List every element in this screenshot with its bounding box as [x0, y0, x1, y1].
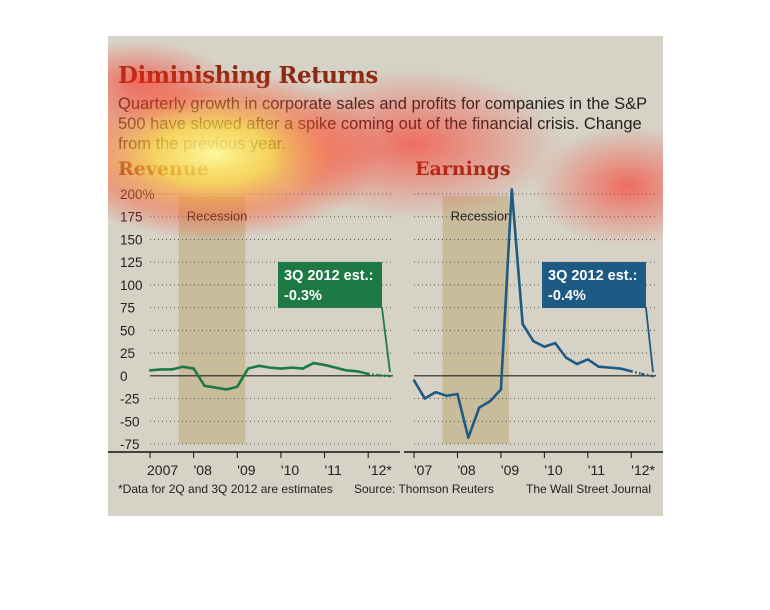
data-point [290, 366, 294, 369]
y-tick-label: 150 [120, 232, 143, 247]
y-tick-label: 200% [120, 187, 155, 202]
data-point [366, 372, 370, 376]
annotation-box [542, 262, 646, 308]
data-point [521, 322, 524, 326]
data-point [225, 388, 228, 391]
x-tick-label: '10 [544, 462, 562, 478]
footnote: *Data for 2Q and 3Q 2012 are estimates [118, 482, 333, 496]
annotation-pointer [381, 307, 391, 373]
data-point [257, 364, 261, 368]
y-tick-label: 125 [120, 255, 143, 270]
x-tick-label: '10 [281, 462, 299, 478]
data-point [564, 356, 568, 359]
data-point [575, 362, 579, 366]
recession-band [178, 196, 246, 444]
data-point [159, 368, 163, 371]
y-tick-label: 0 [120, 369, 128, 384]
x-tick-label: '09 [501, 462, 519, 478]
data-point [554, 341, 557, 345]
data-point [456, 392, 459, 396]
x-tick-label: '07 [414, 462, 432, 478]
data-point [268, 366, 272, 369]
data-point [388, 374, 392, 378]
data-point [586, 358, 590, 361]
y-tick-label: 100 [120, 278, 143, 293]
data-point [510, 188, 513, 191]
data-point [543, 345, 546, 348]
data-point [203, 384, 206, 388]
data-point [412, 379, 416, 382]
credit-note: The Wall Street Journal [526, 482, 651, 496]
y-tick-label: 50 [120, 323, 135, 338]
data-point [323, 363, 326, 367]
y-tick-label: -50 [120, 414, 140, 429]
data-point [236, 385, 239, 388]
annotation-pointer [645, 307, 654, 373]
data-point [312, 361, 315, 365]
data-point [181, 365, 184, 368]
x-tick-label: '12* [631, 462, 655, 478]
data-point [630, 370, 633, 373]
annotation-value: -0.3% [284, 288, 322, 304]
x-tick-label: '09 [237, 462, 255, 478]
data-point [377, 374, 381, 377]
y-tick-label: 75 [120, 301, 135, 316]
recession-band [442, 196, 509, 444]
x-tick-label: '11 [588, 462, 605, 478]
data-point [651, 374, 655, 378]
x-tick-label: '08 [194, 462, 212, 478]
data-point [356, 370, 359, 373]
annotation-title: 3Q 2012 est.: [548, 268, 637, 284]
data-point [488, 400, 492, 403]
data-point [192, 367, 195, 370]
data-point [434, 390, 437, 394]
data-point [334, 366, 337, 369]
annotation-title: 3Q 2012 est.: [284, 268, 373, 284]
chart-panel: Diminishing Returns Quarterly growth in … [108, 36, 663, 516]
y-tick-label: -75 [120, 437, 140, 452]
data-point [246, 367, 250, 370]
source-note: Source: Thomson Reuters [354, 482, 494, 496]
data-point [445, 394, 448, 398]
y-tick-label: -25 [120, 392, 140, 407]
data-point [477, 406, 481, 409]
x-tick-label: '12* [368, 462, 392, 478]
x-tick-label: 2007 [147, 462, 178, 478]
data-point [214, 386, 217, 389]
data-point [170, 368, 174, 371]
line-charts: Recession200%1751501251007550250-25-50-7… [108, 187, 663, 478]
data-point [499, 388, 503, 391]
data-point [619, 367, 622, 370]
annotation-value: -0.4% [548, 288, 586, 304]
annotation-box [278, 262, 382, 308]
y-tick-label: 175 [120, 210, 143, 225]
data-point [345, 369, 348, 372]
data-point [301, 367, 304, 370]
data-point [467, 436, 470, 439]
data-point [640, 372, 644, 376]
data-point [423, 397, 427, 400]
x-tick-label: '11 [325, 462, 342, 478]
data-point [597, 365, 600, 368]
data-point [148, 369, 152, 372]
x-tick-label: '08 [457, 462, 475, 478]
data-point [279, 367, 283, 370]
data-point [608, 366, 611, 369]
y-tick-label: 25 [120, 346, 135, 361]
data-point [532, 340, 535, 343]
